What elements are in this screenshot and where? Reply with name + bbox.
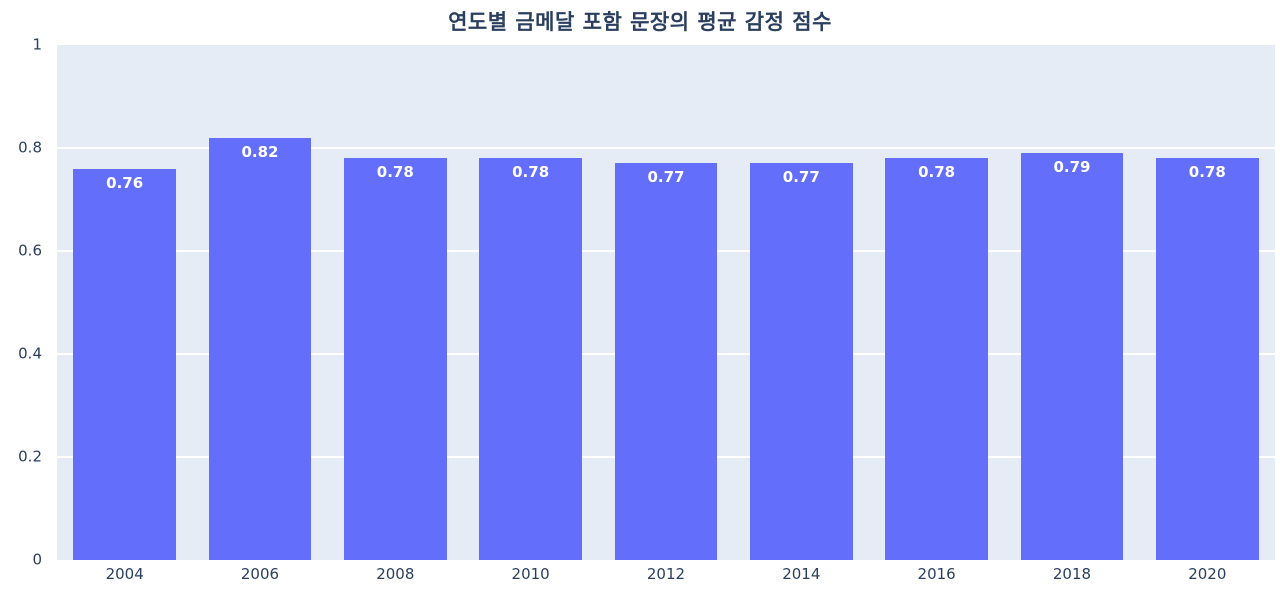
bar-2008[interactable]: 0.78 xyxy=(343,158,447,560)
x-axis-tick-label: 2010 xyxy=(511,565,550,583)
x-axis-tick-label: 2008 xyxy=(376,565,415,583)
bar-value-label: 0.78 xyxy=(376,163,414,182)
x-axis-tick-label: 2006 xyxy=(240,565,280,583)
plot-area: 0.76 0.82 0.78 0.78 0.77 0.77 0.78 0.79 0.78 xyxy=(57,45,1275,560)
bar-2004[interactable]: 0.76 xyxy=(73,168,177,560)
bar-value-label: 0.82 xyxy=(241,142,279,161)
bars: 0.76 0.82 0.78 0.78 0.77 0.77 0.78 0.79 0.78 xyxy=(57,45,1275,560)
bar-value-label: 0.76 xyxy=(106,173,144,192)
x-axis-tick-label: 2004 xyxy=(105,565,144,583)
x-axis-tick-label: 2012 xyxy=(646,565,686,583)
bar-value-label: 0.78 xyxy=(512,163,550,182)
y-axis-tick-label: 0.2 xyxy=(18,447,42,466)
y-axis-tick-label: 1 xyxy=(32,35,42,54)
bar-2010[interactable]: 0.78 xyxy=(479,158,583,560)
bar-2014[interactable]: 0.77 xyxy=(749,163,853,560)
x-axis-tick-label: 2016 xyxy=(917,565,956,583)
y-axis-tick-label: 0.8 xyxy=(18,138,42,157)
bar-2012[interactable]: 0.77 xyxy=(614,163,718,560)
bar-value-label: 0.77 xyxy=(647,168,685,187)
bar-value-label: 0.78 xyxy=(1188,163,1226,182)
bar-slot: 0.78 xyxy=(869,45,1004,560)
bar-slot: 0.79 xyxy=(1004,45,1139,560)
bar-value-label: 0.78 xyxy=(918,163,956,182)
bar-slot: 0.76 xyxy=(57,45,192,560)
x-axis-tick-label: 2020 xyxy=(1188,565,1227,583)
bar-2016[interactable]: 0.78 xyxy=(885,158,989,560)
gridline xyxy=(57,147,1275,149)
bar-slot: 0.77 xyxy=(598,45,733,560)
bar-slot: 0.78 xyxy=(463,45,598,560)
bar-2020[interactable]: 0.78 xyxy=(1155,158,1259,560)
y-axis-tick-label: 0.4 xyxy=(18,344,42,363)
x-axis-tick-label: 2014 xyxy=(782,565,821,583)
y-axis-tick-label: 0 xyxy=(32,550,42,569)
bar-value-label: 0.77 xyxy=(782,168,820,187)
bar-slot: 0.78 xyxy=(1140,45,1275,560)
bar-slot: 0.78 xyxy=(328,45,463,560)
x-axis: 2004 2006 2008 2010 2012 2014 2016 2018 2020 xyxy=(57,565,1275,583)
x-axis-tick-label: 2018 xyxy=(1052,565,1092,583)
chart-title: 연도별 금메달 포함 문장의 평균 감정 점수 xyxy=(448,10,832,34)
bar-2018[interactable]: 0.79 xyxy=(1020,153,1124,560)
y-axis-tick-label: 0.6 xyxy=(18,241,42,260)
y-axis: 0 0.2 0.4 0.6 0.8 1 xyxy=(0,37,50,567)
bar-2006[interactable]: 0.82 xyxy=(208,137,312,560)
bar-slot: 0.82 xyxy=(192,45,327,560)
bar-value-label: 0.79 xyxy=(1053,158,1091,177)
bar-slot: 0.77 xyxy=(734,45,869,560)
